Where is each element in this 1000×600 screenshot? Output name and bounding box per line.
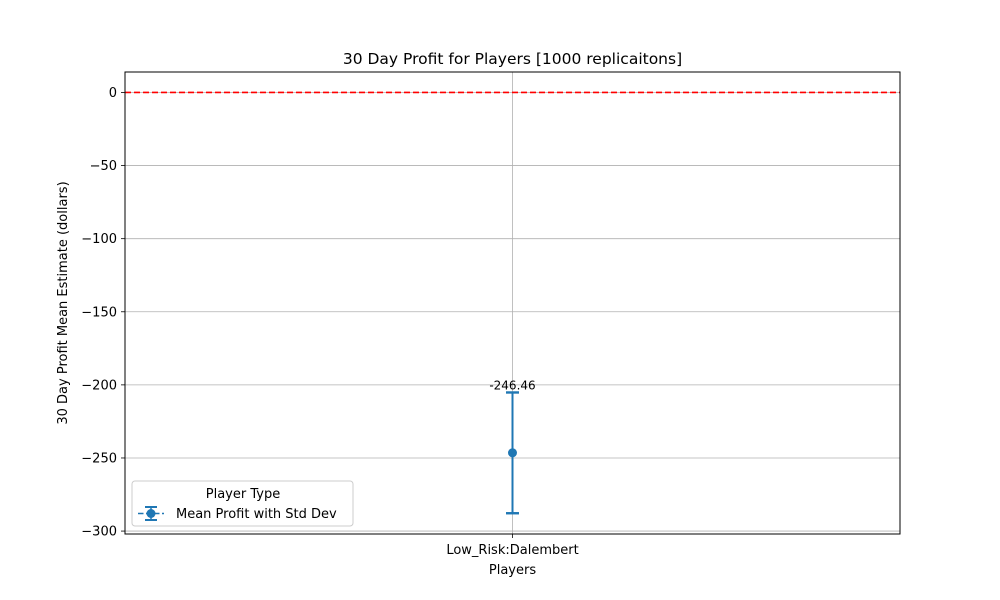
y-tick-label: −200 bbox=[81, 378, 117, 393]
y-tick-layer: 0 −50 −100 −150 −200 −250 −300 bbox=[81, 86, 125, 540]
y-tick-label: −300 bbox=[81, 525, 117, 540]
legend: Player Type Mean Profit with Std Dev bbox=[131, 480, 354, 527]
y-tick-label: −150 bbox=[81, 305, 117, 320]
mean-point bbox=[508, 448, 517, 458]
legend-title: Player Type bbox=[206, 487, 280, 502]
series-layer: -246.46 bbox=[489, 378, 536, 515]
plot-frame bbox=[124, 71, 901, 535]
y-axis-title: 30 Day Profit Mean Estimate (dollars) bbox=[56, 181, 71, 424]
legend-marker-dot bbox=[146, 509, 156, 518]
y-tick-label: 0 bbox=[109, 86, 117, 101]
legend-box bbox=[131, 480, 354, 527]
y-tick-label: −100 bbox=[81, 232, 117, 247]
chart-title: 30 Day Profit for Players [1000 replicai… bbox=[343, 50, 682, 68]
legend-marker bbox=[138, 506, 164, 521]
y-tick-label: −250 bbox=[81, 451, 117, 466]
x-tick-label: Low_Risk:Dalembert bbox=[446, 543, 578, 558]
y-tick-label: −50 bbox=[90, 159, 117, 174]
legend-entry-label: Mean Profit with Std Dev bbox=[176, 507, 337, 522]
data-label: -246.46 bbox=[489, 378, 535, 392]
x-axis-title: Players bbox=[489, 563, 536, 578]
x-tick-layer: Low_Risk:Dalembert bbox=[446, 534, 579, 558]
